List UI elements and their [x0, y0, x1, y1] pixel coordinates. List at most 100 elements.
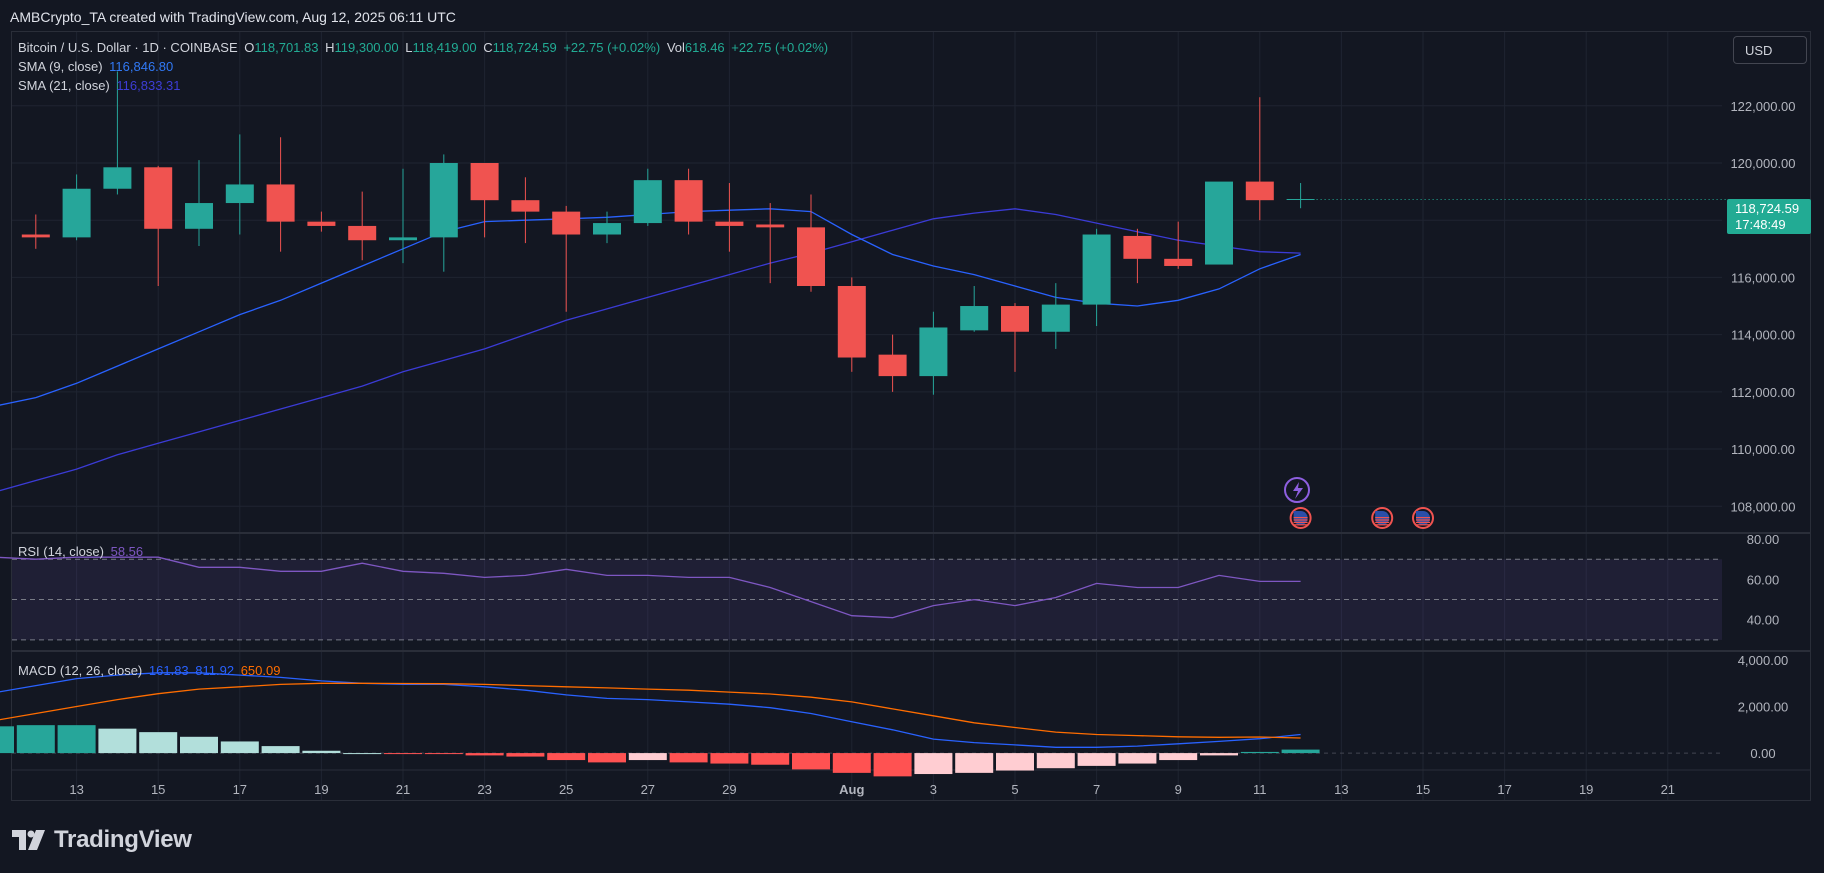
- sma21-line: [0, 208, 1301, 492]
- candles: [21, 71, 1315, 395]
- price-tick-label: 116,000.00: [1731, 270, 1795, 285]
- candle-body: [225, 184, 254, 204]
- rsi-tick-label: 60.00: [1747, 572, 1780, 587]
- candle: [1164, 221, 1193, 269]
- macd-histogram-bar: [506, 753, 545, 757]
- candle-body: [144, 167, 173, 229]
- sma21-label: SMA (21, close): [18, 78, 110, 93]
- time-tick-label: 27: [641, 782, 655, 797]
- price-tick-label: 108,000.00: [1730, 499, 1795, 514]
- high-value: 119,300.00: [334, 40, 399, 55]
- attribution-text: AMBCrypto_TA created with TradingView.co…: [10, 9, 456, 25]
- macd-histogram-bar: [180, 736, 218, 754]
- macd-histogram-bar: [98, 728, 137, 754]
- time-tick-label: 3: [930, 782, 937, 797]
- rsi-tick-label: 40.00: [1747, 613, 1780, 628]
- candle: [878, 334, 907, 392]
- price-tick-label: 114,000.00: [1731, 328, 1795, 343]
- flag-stripe: [1375, 524, 1390, 526]
- candle: [1123, 228, 1152, 284]
- macd-hist-value: 650.09: [240, 663, 281, 678]
- time-tick-label: 19: [1579, 782, 1593, 797]
- macd-histogram-bar: [384, 753, 422, 755]
- symbol-name[interactable]: Bitcoin / U.S. Dollar · 1D · COINBASE: [18, 40, 238, 55]
- flag-stripe: [1293, 521, 1308, 523]
- macd-histogram-bar: [343, 753, 382, 755]
- time-tick-label: 13: [1334, 782, 1348, 797]
- open-label: O: [244, 40, 255, 55]
- macd-tick-label: 4,000.00: [1738, 653, 1789, 668]
- change-value: +22.75 (+0.02%): [563, 40, 661, 55]
- macd-histogram-bar: [1240, 751, 1279, 754]
- time-tick-label: 11: [1253, 782, 1267, 797]
- low-label: L: [405, 40, 413, 55]
- candle: [348, 191, 377, 261]
- price-axis: 108,000.00 110,000.00 112,000.00 114,000.00…: [1730, 99, 1795, 514]
- rsi-legend[interactable]: RSI (14, close) 58.56: [18, 544, 146, 559]
- us-flag-icon: [1289, 507, 1312, 529]
- chart-frame: [11, 31, 1811, 801]
- price-tick-label: 120,000.00: [1730, 156, 1795, 171]
- candle: [429, 154, 458, 272]
- macd-signal-value: 811.92: [195, 663, 235, 678]
- macd-histogram-bar: [547, 753, 586, 761]
- time-tick-label: 21: [396, 782, 410, 797]
- macd-legend[interactable]: MACD (12, 26, close) 161.83 811.92 650.0…: [18, 663, 283, 678]
- macd-histogram-bar: [628, 753, 667, 761]
- candle: [797, 194, 825, 292]
- candle: [593, 211, 621, 244]
- candle: [266, 137, 295, 252]
- macd-histogram-bar: [424, 753, 463, 755]
- macd-pane: 0.00 2,000.00 4,000.00: [0, 653, 1789, 777]
- macd-histogram-bar: [57, 725, 96, 754]
- rsi-label: RSI (14, close): [18, 544, 104, 559]
- close-label: C: [483, 40, 493, 55]
- close-value: 118,724.59: [492, 40, 557, 55]
- macd-histogram-bar: [220, 741, 259, 754]
- candle-body: [511, 200, 540, 212]
- flag-stripe: [1416, 517, 1430, 519]
- macd-histogram-bar: [955, 753, 994, 773]
- time-tick-label: 15: [151, 782, 165, 797]
- macd-signal-line: [0, 682, 1301, 739]
- candle: [1001, 303, 1029, 372]
- time-axis: 13 15 17 19 21 23 25 27 29 Aug 3 5 7 9 11 13 15 17 19 21: [69, 782, 1675, 797]
- volume-value: 618.46: [684, 40, 725, 55]
- high-label: H: [325, 40, 335, 55]
- candle: [389, 168, 417, 264]
- price-tick-label: 122,000.00: [1730, 99, 1795, 114]
- flag-canton: [1375, 511, 1383, 517]
- flag-stripe: [1416, 519, 1430, 521]
- time-tick-label: 23: [477, 782, 491, 797]
- candle: [185, 160, 213, 246]
- sma9-legend[interactable]: SMA (9, close) 116,846.80: [18, 59, 176, 74]
- time-tick-label: Aug: [839, 782, 864, 797]
- sma9-label: SMA (9, close): [18, 59, 103, 74]
- macd-histogram-bar: [710, 753, 749, 764]
- rsi-tick-label: 80.00: [1747, 532, 1780, 547]
- lightning-icon: [1293, 482, 1303, 499]
- candle-body: [756, 224, 785, 228]
- flag-stripe: [1293, 524, 1308, 526]
- macd-histogram-bar: [751, 753, 790, 765]
- candle: [1245, 97, 1274, 221]
- last-price: 118,724.59: [1735, 201, 1800, 216]
- sma21-value: 116,833.31: [116, 78, 181, 93]
- bar-countdown: 17:48:49: [1735, 217, 1786, 232]
- candle: [633, 168, 662, 226]
- macd-histogram-bar: [0, 726, 14, 754]
- candle: [960, 286, 989, 332]
- flag-stripe: [1416, 521, 1430, 523]
- time-tick-label: 15: [1416, 782, 1430, 797]
- macd-tick-label: 2,000.00: [1738, 700, 1789, 715]
- macd-histogram-bar: [1159, 753, 1198, 761]
- currency-button[interactable]: USD: [1733, 36, 1807, 64]
- tradingview-logo[interactable]: TradingView: [12, 826, 192, 854]
- candle: [919, 311, 948, 395]
- sma21-legend[interactable]: SMA (21, close) 116,833.31: [18, 78, 184, 93]
- time-tick-label: 17: [1497, 782, 1511, 797]
- macd-histogram-bar: [1077, 753, 1116, 766]
- rsi-value: 58.56: [110, 544, 144, 559]
- flag-canton: [1416, 511, 1423, 517]
